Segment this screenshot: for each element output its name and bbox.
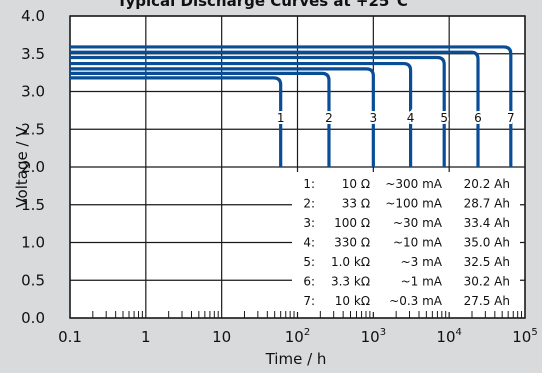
- series-label-3: 3: [370, 111, 378, 125]
- legend-id: 5:: [303, 255, 315, 269]
- x-tick-label: 10: [212, 328, 231, 346]
- legend-id: 1:: [303, 177, 315, 191]
- legend-current: ~0.3 mA: [389, 294, 443, 308]
- legend-capacity: 27.5 Ah: [464, 294, 510, 308]
- x-tick-label: 102: [285, 327, 310, 346]
- legend-current: ~300 mA: [385, 177, 442, 191]
- legend-capacity: 30.2 Ah: [464, 275, 510, 289]
- legend-load: 1.0 kΩ: [331, 255, 370, 269]
- y-tick-label: 1.0: [21, 234, 45, 252]
- legend-capacity: 32.5 Ah: [464, 255, 510, 269]
- x-tick-label: 105: [512, 327, 537, 346]
- legend-id: 6:: [303, 275, 315, 289]
- legend-capacity: 28.7 Ah: [464, 197, 510, 211]
- legend-load: 10 Ω: [342, 177, 370, 191]
- legend-current: ~3 mA: [401, 255, 443, 269]
- y-tick-label: 2.0: [21, 158, 45, 176]
- y-axis-label: Voltage / V: [13, 126, 31, 208]
- x-tick-label: 1: [141, 328, 151, 346]
- series-label-7: 7: [507, 111, 515, 125]
- legend-capacity: 33.4 Ah: [464, 216, 510, 230]
- legend-id: 4:: [303, 236, 315, 250]
- legend-load: 33 Ω: [342, 197, 370, 211]
- x-tick-label: 103: [361, 327, 386, 346]
- series-line-1: [70, 76, 283, 167]
- legend-current: ~10 mA: [393, 236, 443, 250]
- series-label-1: 1: [277, 111, 285, 125]
- series-label-6: 6: [474, 111, 482, 125]
- legend-current: ~100 mA: [385, 197, 442, 211]
- plot-frame: [69, 15, 526, 319]
- legend-id: 2:: [303, 197, 315, 211]
- series-label-4: 4: [407, 111, 415, 125]
- series-line-5: [70, 55, 446, 167]
- y-tick-label: 1.5: [21, 196, 45, 214]
- legend-box: [292, 172, 520, 312]
- chart-title: Typical Discharge Curves at +25°C: [117, 0, 408, 10]
- legend-id: 3:: [303, 216, 315, 230]
- legend-id: 7:: [303, 294, 315, 308]
- legend-load: 100 Ω: [334, 216, 370, 230]
- series-line-6: [70, 50, 480, 167]
- legend-load: 330 Ω: [334, 236, 370, 250]
- legend-current: ~30 mA: [393, 216, 443, 230]
- y-tick-label: 0.0: [21, 309, 45, 327]
- series-line-3: [70, 67, 375, 167]
- series-line-4: [70, 61, 413, 167]
- legend-load: 3.3 kΩ: [331, 275, 370, 289]
- legend-capacity: 20.2 Ah: [464, 177, 510, 191]
- legend-load: 10 kΩ: [335, 294, 370, 308]
- x-axis-label: Time / h: [265, 350, 327, 368]
- y-tick-label: 0.5: [21, 271, 45, 289]
- series-label-5: 5: [440, 111, 448, 125]
- y-tick-label: 4.0: [21, 7, 45, 25]
- x-tick-label: 0.1: [58, 328, 82, 346]
- y-tick-label: 3.5: [21, 45, 45, 63]
- legend-current: ~1 mA: [401, 275, 443, 289]
- y-tick-label: 3.0: [21, 83, 45, 101]
- legend-capacity: 35.0 Ah: [464, 236, 510, 250]
- series-line-2: [70, 71, 331, 167]
- x-tick-label: 104: [436, 327, 461, 346]
- y-tick-label: 2.5: [21, 120, 45, 138]
- series-label-2: 2: [325, 111, 333, 125]
- series-line-7: [70, 45, 513, 167]
